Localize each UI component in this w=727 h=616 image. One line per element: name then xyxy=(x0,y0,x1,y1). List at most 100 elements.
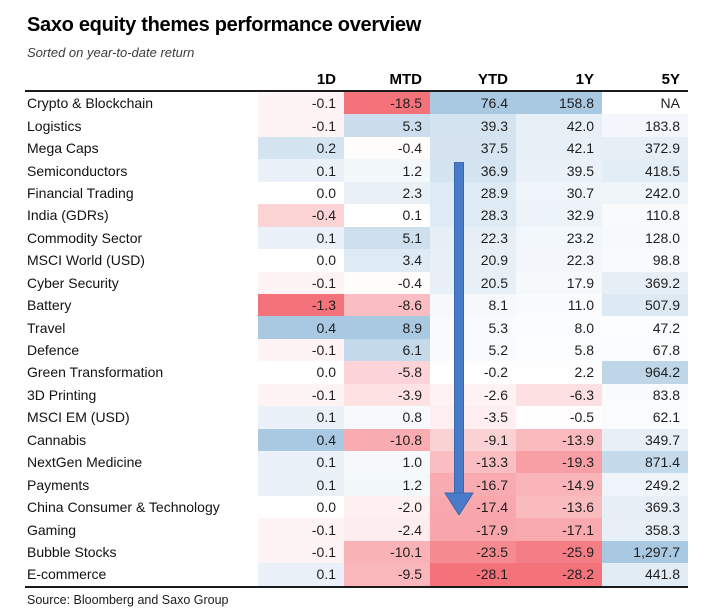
row-label: NextGen Medicine xyxy=(27,454,143,471)
value-cell: 22.3 xyxy=(516,249,602,272)
table-row: Mega Caps 0.2 -0.4 37.5 42.1 372.9 xyxy=(25,136,688,160)
value-cell: 0.1 xyxy=(258,406,344,429)
value-cell: 1.2 xyxy=(344,159,430,182)
row-label: Commodity Sector xyxy=(27,229,143,246)
value-cell: 128.0 xyxy=(602,226,688,250)
value-cell: -18.5 xyxy=(344,92,430,115)
value-cell: -0.5 xyxy=(516,406,602,429)
value-cell: -2.4 xyxy=(344,518,430,541)
value-cell: 2.2 xyxy=(516,361,602,384)
table-row: MSCI EM (USD) 0.1 0.8 -3.5 -0.5 62.1 xyxy=(25,406,688,429)
value-cell: -17.4 xyxy=(430,495,516,519)
value-cell: -5.8 xyxy=(344,361,430,384)
table-row: Cyber Security -0.1 -0.4 20.5 17.9 369.2 xyxy=(25,271,688,294)
value-cell: 23.2 xyxy=(516,226,602,250)
row-label: 3D Printing xyxy=(27,386,97,403)
value-cell: -28.1 xyxy=(430,563,516,586)
header-row: 1D MTD YTD 1Y 5Y xyxy=(25,64,688,92)
value-cell: -6.3 xyxy=(516,383,602,407)
column-header-1y: 1Y xyxy=(575,71,594,88)
value-cell: 0.1 xyxy=(258,159,344,182)
value-cell: 242.0 xyxy=(602,181,688,205)
value-cell: 249.2 xyxy=(602,473,688,496)
value-cell: -16.7 xyxy=(430,473,516,496)
value-cell: 8.9 xyxy=(344,316,430,339)
row-label: Battery xyxy=(27,297,72,314)
value-cell: -0.4 xyxy=(258,204,344,227)
value-cell: 441.8 xyxy=(602,563,688,586)
row-label: Semiconductors xyxy=(27,162,128,179)
value-cell: 98.8 xyxy=(602,249,688,272)
value-cell: -19.3 xyxy=(516,451,602,474)
row-label: Gaming xyxy=(27,521,77,538)
value-cell: -9.5 xyxy=(344,563,430,586)
value-cell: -2.0 xyxy=(344,495,430,519)
value-cell: 0.1 xyxy=(258,226,344,250)
table-row: MSCI World (USD) 0.0 3.4 20.9 22.3 98.8 xyxy=(25,249,688,272)
table-row: Battery -1.3 -8.6 8.1 11.0 507.9 xyxy=(25,293,688,317)
value-cell: 0.8 xyxy=(344,406,430,429)
value-cell: 39.3 xyxy=(430,114,516,137)
value-cell: -28.2 xyxy=(516,563,602,586)
value-cell: 5.3 xyxy=(344,114,430,137)
value-cell: -13.9 xyxy=(516,428,602,451)
value-cell: 62.1 xyxy=(602,406,688,429)
value-cell: 5.3 xyxy=(430,316,516,339)
value-cell: -13.3 xyxy=(430,451,516,474)
value-cell: NA xyxy=(602,92,688,115)
row-label: Cannabis xyxy=(27,431,87,448)
row-label: Defence xyxy=(27,342,80,359)
value-cell: 0.0 xyxy=(258,181,344,205)
value-cell: 0.0 xyxy=(258,249,344,272)
value-cell: 507.9 xyxy=(602,293,688,317)
subtitle: Sorted on year-to-date return xyxy=(27,45,195,60)
value-cell: -8.6 xyxy=(344,293,430,317)
table-row: Travel 0.4 8.9 5.3 8.0 47.2 xyxy=(25,316,688,339)
table-row: NextGen Medicine 0.1 1.0 -13.3 -19.3 871.4 xyxy=(25,451,688,474)
row-label: Crypto & Blockchain xyxy=(27,95,154,112)
row-label: MSCI World (USD) xyxy=(27,252,145,269)
value-cell: 5.8 xyxy=(516,338,602,362)
row-label: China Consumer & Technology xyxy=(27,499,220,516)
value-cell: 5.1 xyxy=(344,226,430,250)
value-cell: 0.4 xyxy=(258,428,344,451)
value-cell: 1.2 xyxy=(344,473,430,496)
value-cell: 83.8 xyxy=(602,383,688,407)
row-label: E-commerce xyxy=(27,566,107,583)
table-row: Payments 0.1 1.2 -16.7 -14.9 249.2 xyxy=(25,473,688,496)
value-cell: 37.5 xyxy=(430,136,516,160)
value-cell: -3.5 xyxy=(430,406,516,429)
value-cell: 0.1 xyxy=(344,204,430,227)
value-cell: 349.7 xyxy=(602,428,688,451)
row-label: Travel xyxy=(27,319,66,336)
value-cell: -9.1 xyxy=(430,428,516,451)
value-cell: 8.1 xyxy=(430,293,516,317)
table-row: Commodity Sector 0.1 5.1 22.3 23.2 128.0 xyxy=(25,226,688,250)
value-cell: 1,297.7 xyxy=(602,540,688,564)
value-cell: -0.2 xyxy=(430,361,516,384)
source-note: Source: Bloomberg and Saxo Group xyxy=(27,593,229,607)
value-cell: 0.4 xyxy=(258,316,344,339)
table-body: Crypto & Blockchain -0.1 -18.5 76.4 158.8 NA L… xyxy=(25,92,688,588)
value-cell: 47.2 xyxy=(602,316,688,339)
value-cell: 0.0 xyxy=(258,361,344,384)
value-cell: 0.1 xyxy=(258,451,344,474)
value-cell: -10.8 xyxy=(344,428,430,451)
value-cell: 372.9 xyxy=(602,136,688,160)
value-cell: -3.9 xyxy=(344,383,430,407)
value-cell: 28.3 xyxy=(430,204,516,227)
value-cell: -0.4 xyxy=(344,271,430,294)
table-row: Green Transformation 0.0 -5.8 -0.2 2.2 964.2 xyxy=(25,361,688,384)
row-label: MSCI EM (USD) xyxy=(27,409,130,426)
value-cell: -25.9 xyxy=(516,540,602,564)
value-cell: 20.9 xyxy=(430,249,516,272)
value-cell: -13.6 xyxy=(516,495,602,519)
table-row: Logistics -0.1 5.3 39.3 42.0 183.8 xyxy=(25,114,688,137)
value-cell: 32.9 xyxy=(516,204,602,227)
value-cell: 6.1 xyxy=(344,338,430,362)
row-label: Cyber Security xyxy=(27,274,119,291)
value-cell: 2.3 xyxy=(344,181,430,205)
value-cell: -0.1 xyxy=(258,271,344,294)
value-cell: -0.1 xyxy=(258,518,344,541)
column-header-mtd: MTD xyxy=(389,71,423,88)
